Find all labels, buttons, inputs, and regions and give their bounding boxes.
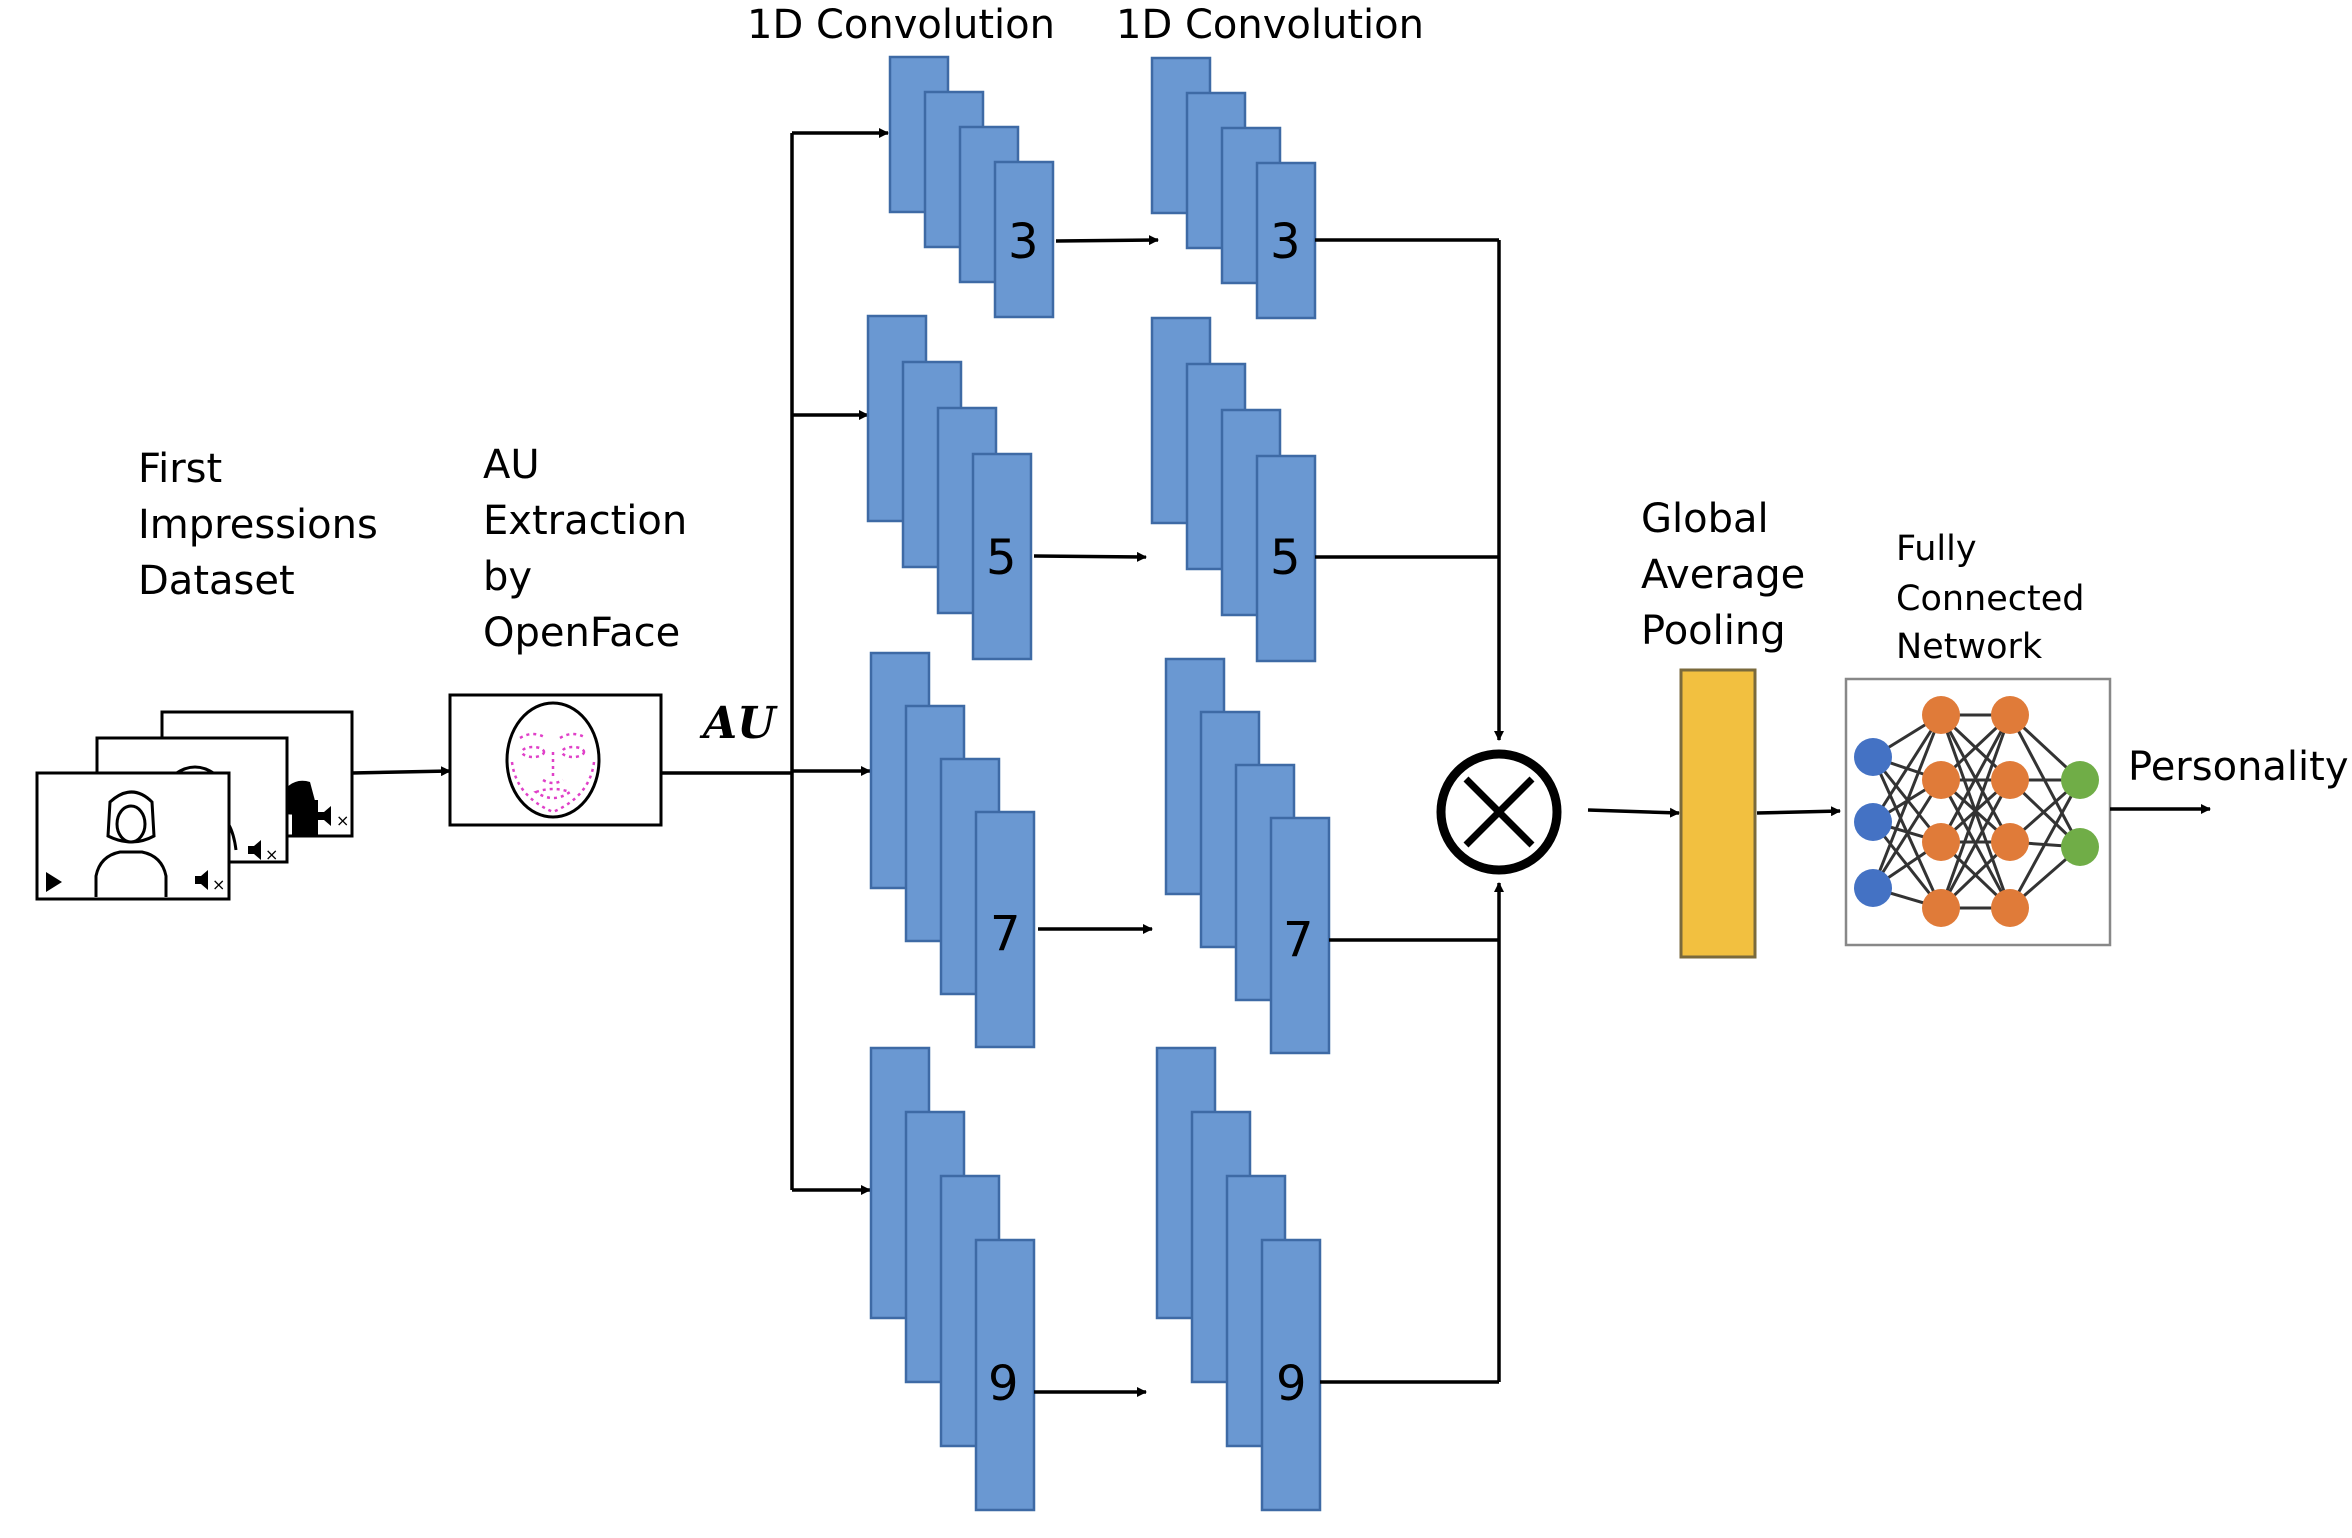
fcn-box <box>1844 677 2112 947</box>
multiply-operator-icon <box>1436 749 1562 875</box>
conv-title-second: 1D Convolution <box>1116 2 1424 48</box>
pooling-label-line3: Pooling <box>1641 608 1786 654</box>
arrow-3a-to-3b <box>1055 235 1159 246</box>
branch-kernel-7: 7 7 <box>869 651 1331 1055</box>
face-landmarks-icon <box>505 701 601 819</box>
kernel-size-label: 7 <box>990 906 1021 962</box>
arrow-5a-to-5b <box>1033 551 1147 562</box>
pooling-layer-block <box>1679 668 1757 959</box>
conv-stack-7a: 7 <box>869 651 1036 1049</box>
fcn-label-line3: Network <box>1896 627 2043 667</box>
play-icon <box>46 872 62 892</box>
merge-lines <box>1315 238 1504 1384</box>
conv-stack-5a: 5 <box>866 314 1033 661</box>
kernel-size-label: 3 <box>1270 214 1301 270</box>
conv-stack-9a: 9 <box>869 1046 1036 1512</box>
mute-icon: × <box>248 840 278 864</box>
fcn-hidden-nodes <box>1922 696 2029 927</box>
fcn-label-line1: Fully <box>1896 529 1977 569</box>
branch-kernel-3: 3 3 <box>888 55 1317 320</box>
branch-kernel-5: 5 5 <box>866 314 1317 663</box>
conv-stack-5b: 5 <box>1150 316 1317 663</box>
conv-title-first: 1D Convolution <box>747 2 1055 48</box>
svg-text:×: × <box>265 845 278 864</box>
person-icon <box>94 790 168 897</box>
kernel-size-label: 7 <box>1283 912 1314 968</box>
branch-splitter <box>661 128 889 1195</box>
dataset-video-stack: × × × <box>35 710 354 901</box>
svg-text:×: × <box>336 811 349 830</box>
svg-text:×: × <box>212 875 225 894</box>
arrow-pooling-to-fcn <box>1756 806 1841 817</box>
arrow-dataset-to-extraction <box>351 766 451 777</box>
branch-kernel-9: 9 9 <box>869 1046 1322 1512</box>
kernel-size-label: 9 <box>988 1356 1019 1412</box>
arrow-multiply-to-pooling <box>1587 807 1680 818</box>
conv-stack-3b: 3 <box>1150 56 1317 320</box>
dataset-label-line2: Impressions <box>138 502 378 548</box>
extraction-label-line3: by <box>483 554 532 600</box>
pooling-label-line1: Global <box>1641 496 1769 542</box>
conv-stack-9b: 9 <box>1155 1046 1322 1512</box>
pooling-label-line2: Average <box>1641 552 1805 598</box>
video-frame-front: × <box>35 771 231 901</box>
extraction-label-line4: OpenFace <box>483 610 680 656</box>
dataset-label-line1: First <box>138 446 222 492</box>
kernel-size-label: 5 <box>986 530 1017 586</box>
conv-stack-3a: 3 <box>888 55 1055 319</box>
fcn-label-line2: Connected <box>1896 579 2084 619</box>
kernel-size-label: 9 <box>1276 1356 1307 1412</box>
dataset-label-line3: Dataset <box>138 558 295 604</box>
kernel-size-label: 3 <box>1008 214 1039 270</box>
output-personality-label: Personality <box>2128 744 2349 790</box>
fcn-output-nodes <box>2061 761 2099 866</box>
au-feature-label: AU <box>699 698 778 749</box>
mute-icon: × <box>195 870 225 894</box>
extraction-label-line2: Extraction <box>483 498 687 544</box>
conv-stack-7b: 7 <box>1164 657 1331 1055</box>
fcn-input-nodes <box>1854 738 1892 907</box>
extraction-label-line1: AU <box>483 442 540 488</box>
openface-box <box>448 693 663 827</box>
kernel-size-label: 5 <box>1270 530 1301 586</box>
mute-icon: × <box>318 806 349 830</box>
